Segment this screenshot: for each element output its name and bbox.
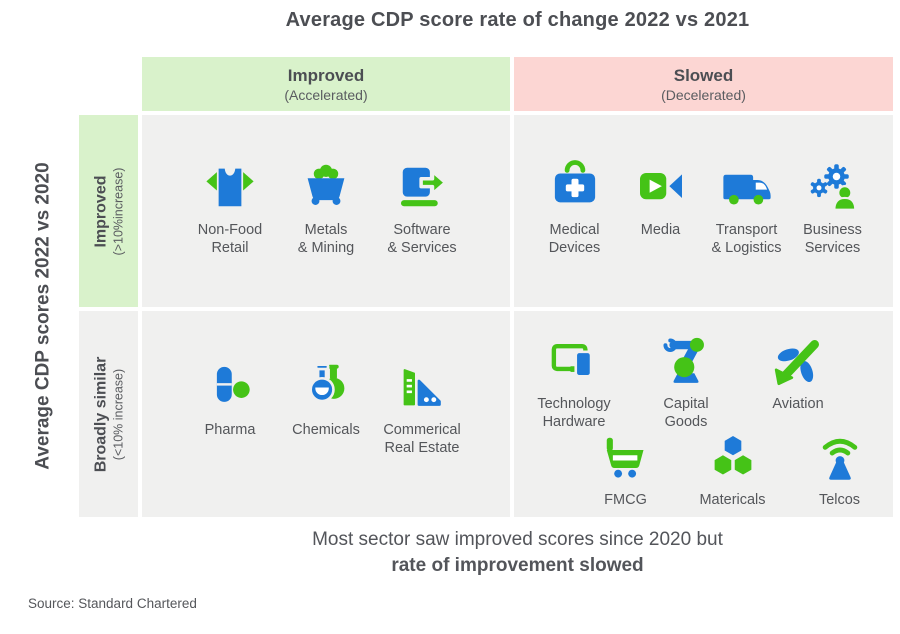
- gears-person-icon: [805, 159, 861, 215]
- pill-icon: [202, 359, 258, 415]
- van-icon: [719, 159, 775, 215]
- column-header-sublabel: (Accelerated): [284, 86, 368, 103]
- sector-item: Media: [618, 159, 704, 240]
- laptop-arrow-icon: [394, 159, 450, 215]
- cell-improved-improved: Non-Food Retail Metals & Mining Software…: [142, 115, 510, 307]
- sector-item: Medical Devices: [532, 159, 618, 257]
- sector-label: Media: [640, 222, 681, 238]
- sector-item: Transport & Logistics: [704, 159, 790, 257]
- sector-item: FMCG: [572, 429, 679, 510]
- sector-label: Telcos: [818, 492, 861, 509]
- cell-similar-slowed-row2: FMCG Matericals Telcos: [514, 429, 893, 510]
- sector-item: Business Services: [790, 159, 876, 257]
- sector-item: Aviation: [742, 333, 854, 431]
- row-header-sublabel: (>10%increase): [111, 167, 126, 255]
- sector-item: Software & Services: [374, 159, 470, 257]
- row-header-improved: Improved (>10%increase): [79, 115, 138, 307]
- sector-label: Commerical Real Estate: [383, 422, 461, 456]
- sector-item: Technology Hardware: [518, 333, 630, 431]
- y-axis-label: Average CDP scores 2022 vs 2020: [33, 162, 55, 470]
- caption-line1: Most sector saw improved scores since 20…: [312, 529, 723, 550]
- cell-similar-slowed: Technology Hardware Capital Goods Aviati…: [514, 311, 893, 517]
- robot-arm-icon: [658, 333, 714, 389]
- sector-label: Transport & Logistics: [711, 222, 782, 256]
- video-camera-icon: [633, 159, 689, 215]
- sector-label: Metals & Mining: [297, 222, 355, 256]
- sector-item: Capital Goods: [630, 333, 742, 431]
- sector-label: Chemicals: [292, 422, 360, 438]
- sector-label: Matericals: [699, 492, 766, 509]
- sector-label: Capital Goods: [663, 396, 709, 430]
- hexagons-icon: [705, 429, 761, 485]
- column-header-label: Slowed: [673, 65, 734, 85]
- cell-similar-slowed-row1: Technology Hardware Capital Goods Aviati…: [514, 333, 893, 431]
- sector-label: Non-Food Retail: [197, 222, 263, 256]
- flask-icon: [298, 359, 354, 415]
- sector-item: Metals & Mining: [278, 159, 374, 257]
- medical-bag-icon: [547, 159, 603, 215]
- row-header-label: Improved: [92, 174, 110, 248]
- sector-label: Software & Services: [387, 222, 457, 256]
- sector-label: Technology Hardware: [537, 396, 611, 430]
- cell-similar-improved: Pharma Chemicals Commerical Real Estate: [142, 311, 510, 517]
- row-header-sublabel: (<10% increase): [111, 368, 126, 460]
- row-header-label: Broadly similar: [92, 356, 110, 472]
- sector-label: Medical Devices: [548, 222, 601, 256]
- sector-item: Matericals: [679, 429, 786, 510]
- sector-label: FMCG: [604, 492, 647, 509]
- antenna-icon: [812, 429, 868, 485]
- sector-label: Business Services: [803, 222, 862, 256]
- minecart-icon: [298, 159, 354, 215]
- airplane-icon: [770, 333, 826, 389]
- sector-item: Pharma: [182, 359, 278, 440]
- page-title: Average CDP score rate of change 2022 vs…: [285, 9, 750, 31]
- caption-line2: rate of improvement slowed: [391, 555, 644, 576]
- column-header-slowed: Slowed (Decelerated): [514, 57, 893, 111]
- sector-label: Pharma: [204, 422, 256, 438]
- devices-icon: [546, 333, 602, 389]
- tshirt-icon: [202, 159, 258, 215]
- column-header-sublabel: (Decelerated): [661, 86, 746, 103]
- buildings-icon: [394, 359, 450, 415]
- column-header-label: Improved: [287, 65, 365, 85]
- column-header-improved: Improved (Accelerated): [142, 57, 510, 111]
- caption: Most sector saw improved scores since 20…: [135, 529, 900, 577]
- sector-item: Telcos: [786, 429, 893, 510]
- sector-item: Commerical Real Estate: [374, 359, 470, 457]
- sector-item: Non-Food Retail: [182, 159, 278, 257]
- y-axis-label-wrap: Average CDP scores 2022 vs 2020: [14, 115, 74, 517]
- row-header-broadly-similar: Broadly similar (<10% increase): [79, 311, 138, 517]
- sector-item: Chemicals: [278, 359, 374, 440]
- source-note: Source: Standard Chartered: [28, 596, 197, 611]
- shopping-cart-icon: [598, 429, 654, 485]
- sector-label: Aviation: [772, 396, 824, 412]
- cell-improved-slowed: Medical Devices Media Transport & Logist…: [514, 115, 893, 307]
